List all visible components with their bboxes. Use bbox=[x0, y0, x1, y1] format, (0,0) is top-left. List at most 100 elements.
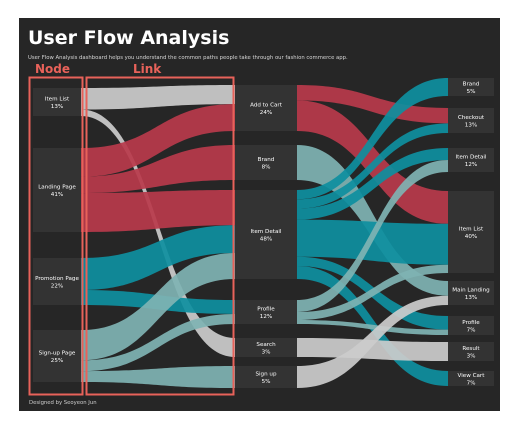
page-subtitle: User Flow Analysis dashboard helps you u… bbox=[28, 55, 348, 61]
link-profile-to-item-list bbox=[297, 264, 448, 320]
node-annotation-label: Node bbox=[35, 62, 71, 76]
node-box bbox=[235, 85, 297, 131]
node-value-label: 40% bbox=[465, 234, 477, 240]
node-name-label: Profile bbox=[462, 320, 480, 326]
node-box bbox=[448, 342, 494, 361]
link-annotation-label: Link bbox=[133, 62, 162, 76]
node-box bbox=[235, 190, 297, 279]
node-name-label: Main Landing bbox=[452, 288, 490, 294]
node-value-label: 48% bbox=[260, 237, 272, 243]
node-box bbox=[448, 281, 494, 305]
node-middle-sign-up[interactable]: Sign up5% bbox=[235, 366, 297, 388]
node-box bbox=[33, 148, 81, 232]
sankey-links bbox=[81, 78, 448, 388]
link-item-detail-to-checkout bbox=[297, 123, 448, 209]
node-name-label: Sign up bbox=[255, 372, 277, 378]
node-target-view-cart[interactable]: View Cart 7% bbox=[448, 371, 494, 387]
node-value-label: 3% bbox=[467, 354, 476, 360]
node-value-label: 12% bbox=[465, 162, 477, 168]
page-title: User Flow Analysis bbox=[28, 27, 230, 49]
node-value-label: 12% bbox=[260, 314, 272, 320]
link-profile-to-profile bbox=[297, 320, 448, 335]
node-highlight-box bbox=[28, 76, 84, 396]
node-box bbox=[235, 300, 297, 324]
node-value-label: 41% bbox=[51, 192, 63, 198]
node-box bbox=[448, 316, 494, 335]
node-value-label: 5% bbox=[262, 379, 271, 385]
link-landing-page-to-add-to-cart bbox=[81, 104, 235, 177]
node-name-label: Item List bbox=[45, 97, 70, 103]
node-value-label: 3% bbox=[262, 350, 271, 356]
node-target-result[interactable]: Result 3% bbox=[448, 342, 494, 361]
node-value-label: 13% bbox=[465, 295, 477, 301]
node-value-label: 22% bbox=[51, 284, 63, 290]
node-name-label: Sign-up Page bbox=[39, 351, 76, 357]
designer-credit: Designed by Seoyeon Jun bbox=[29, 400, 97, 406]
link-sign-up-page-to-sign-up bbox=[81, 366, 235, 388]
node-value-label: 13% bbox=[465, 123, 477, 129]
node-middle-item-detail[interactable]: Item Detail 48% bbox=[235, 190, 297, 279]
node-name-label: Result bbox=[462, 346, 480, 352]
node-value-label: 25% bbox=[51, 358, 63, 364]
highlight-boxes bbox=[28, 76, 235, 396]
node-source-promotion-page[interactable]: Promotion Page 22% bbox=[33, 258, 81, 305]
node-value-label: 8% bbox=[262, 165, 271, 171]
node-name-label: Add to Cart bbox=[250, 103, 283, 109]
link-item-detail-to-item-detail bbox=[297, 148, 448, 220]
node-name-label: Item Detail bbox=[251, 229, 282, 235]
link-item-list-to-search bbox=[81, 109, 235, 358]
node-value-label: 7% bbox=[467, 328, 476, 334]
node-box bbox=[448, 371, 494, 386]
node-name-label: View Cart bbox=[458, 373, 486, 379]
node-box bbox=[448, 191, 494, 273]
node-box bbox=[448, 108, 494, 133]
node-name-label: Item Detail bbox=[456, 155, 487, 161]
node-box bbox=[33, 330, 81, 382]
node-box bbox=[33, 88, 81, 116]
link-profile-to-item-detail bbox=[297, 160, 448, 312]
link-landing-page-to-item-detail bbox=[81, 190, 235, 232]
node-target-profile[interactable]: Profile 7% bbox=[448, 316, 494, 335]
node-name-label: Brand bbox=[463, 82, 480, 88]
link-highlight-box bbox=[85, 76, 235, 396]
node-middle-search[interactable]: Search 3% bbox=[235, 338, 297, 357]
node-box bbox=[448, 148, 494, 172]
node-target-checkout[interactable]: Checkout 13% bbox=[448, 108, 494, 133]
node-box bbox=[235, 338, 297, 357]
node-value-label: 13% bbox=[51, 104, 63, 110]
link-item-detail-to-item-list bbox=[297, 219, 448, 265]
link-landing-page-to-brand bbox=[81, 145, 235, 194]
node-box bbox=[235, 145, 297, 180]
node-name-label: Search bbox=[256, 342, 276, 348]
node-name-label: Promotion Page bbox=[35, 276, 79, 282]
link-promotion-page-to-item-detail bbox=[81, 225, 235, 291]
node-name-label: Landing Page bbox=[38, 185, 76, 191]
node-name-label: Brand bbox=[258, 157, 275, 163]
link-add-to-cart-to-checkout bbox=[297, 85, 448, 124]
node-name-label: Item List bbox=[459, 227, 484, 233]
link-sign-up-to-main-landing bbox=[297, 295, 448, 388]
node-value-label: 5% bbox=[467, 89, 476, 95]
node-value-label: 24% bbox=[260, 110, 272, 116]
node-name-label: Checkout bbox=[458, 115, 485, 121]
link-item-list-to-add-to-cart bbox=[81, 85, 235, 110]
link-sign-up-page-to-item-detail bbox=[81, 253, 235, 361]
node-box bbox=[33, 258, 81, 305]
node-middle-brand[interactable]: Brand 8% bbox=[235, 145, 297, 180]
node-value-label: 7% bbox=[467, 381, 476, 387]
node-box bbox=[448, 78, 494, 96]
node-name-label: Profile bbox=[257, 307, 275, 313]
link-search-to-result bbox=[297, 338, 448, 361]
link-sign-up-page-to-profile bbox=[81, 314, 235, 372]
